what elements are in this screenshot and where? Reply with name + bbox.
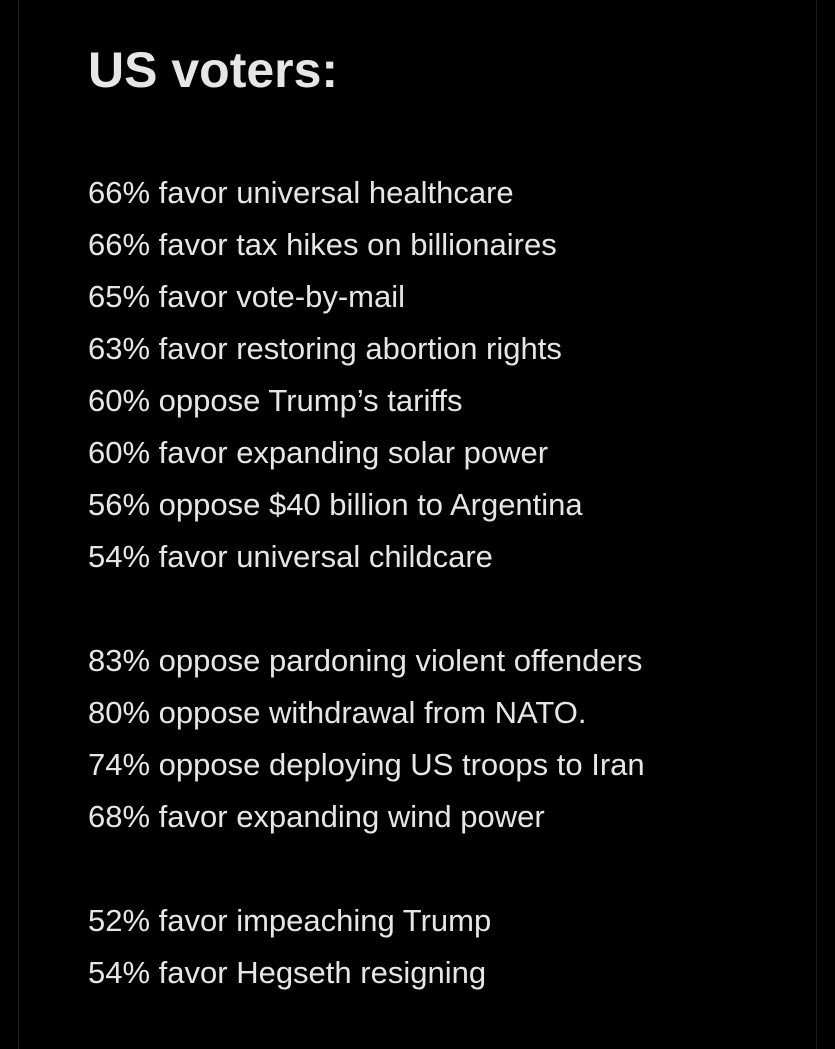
left-border [18, 0, 19, 1049]
stat-group-security: 83% oppose pardoning violent offenders 8… [88, 635, 645, 843]
stat-item: 63% favor restoring abortion rights [88, 331, 562, 366]
stat-group-policy: 66% favor universal healthcare 66% favor… [88, 167, 583, 583]
stat-item: 56% oppose $40 billion to Argentina [88, 487, 583, 522]
stat-item: 80% oppose withdrawal from NATO. [88, 695, 587, 730]
stat-item: 60% favor expanding solar power [88, 435, 549, 470]
stat-item: 66% favor universal healthcare [88, 175, 514, 210]
stat-item: 68% favor expanding wind power [88, 799, 545, 834]
page-title: US voters: [88, 42, 339, 98]
stat-item: 83% oppose pardoning violent offenders [88, 643, 643, 678]
stat-item: 60% oppose Trump’s tariffs [88, 383, 463, 418]
stat-item: 74% oppose deploying US troops to Iran [88, 747, 645, 782]
right-border [816, 0, 817, 1049]
stat-group-officials: 52% favor impeaching Trump 54% favor Heg… [88, 895, 491, 999]
stat-item: 54% favor universal childcare [88, 539, 493, 574]
stat-item: 65% favor vote-by-mail [88, 279, 406, 314]
stat-item: 54% favor Hegseth resigning [88, 955, 487, 990]
stat-item: 52% favor impeaching Trump [88, 903, 492, 938]
stat-item: 66% favor tax hikes on billionaires [88, 227, 557, 262]
